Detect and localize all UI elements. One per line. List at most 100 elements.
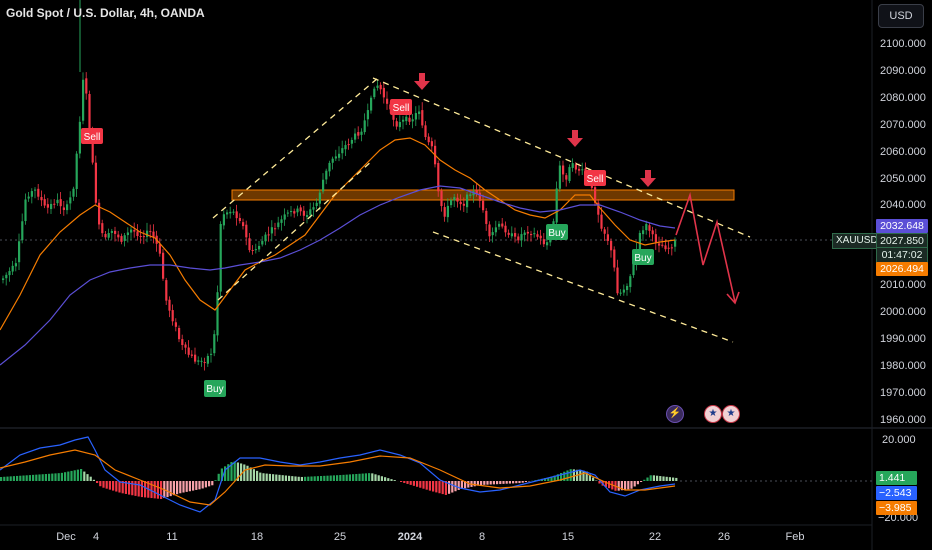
macd-bar [339,475,342,481]
macd-bar [54,473,57,481]
macd-bar [19,475,22,481]
candle-body [334,156,337,159]
price-axis-label: 1960.000 [880,414,926,426]
macd-bar [176,481,179,495]
macd-bar [35,474,38,481]
macd-bar [585,471,588,481]
candle-body [366,110,369,120]
macd-bar [44,474,47,481]
candle-body [88,94,91,131]
us-flag-icon[interactable]: ★ [704,405,722,423]
candle-body [654,234,657,243]
candle-body [56,199,59,204]
candle-body [395,121,398,127]
macd-bar [499,481,502,485]
macd-bar [185,481,188,492]
macd-bar [659,476,662,481]
macd-bar [406,481,409,484]
candle-body [123,235,126,241]
candle-body [338,153,341,158]
candle-body [594,187,597,203]
candle-body [222,214,225,226]
macd-bar [150,481,153,499]
macd-bar [3,476,6,481]
macd-bar [393,480,396,481]
macd-bar [252,469,255,481]
price-axis-label: 2070.000 [880,119,926,131]
macd-bar [563,471,566,481]
candle-body [270,227,273,234]
macd-bar [316,476,319,481]
candle-body [40,197,43,201]
macd-bar [435,481,438,493]
candle-body [450,199,453,206]
candle-body [120,236,123,242]
macd-bar [617,481,620,491]
candle-body [181,339,184,346]
candle-body [565,175,568,180]
candle-body [555,188,558,223]
macd-bar [579,470,582,481]
candle-body [616,267,619,294]
candle-body [46,204,49,208]
candle-body [133,230,136,232]
candle-body [347,144,350,146]
candle-body [8,271,11,276]
candle-body [5,274,8,279]
macd-bar [144,481,147,498]
price-axis-label: 2100.000 [880,38,926,50]
currency-button[interactable]: USD [878,4,924,28]
macd-bar [6,476,9,481]
macd-bar [505,481,508,484]
candle-body [312,207,315,210]
candle-body [581,169,584,171]
candle-body [651,230,654,235]
macd-bar [92,479,95,481]
macd-bar [390,479,393,481]
macd-bar [547,477,550,481]
macd-bar [598,481,601,484]
macd-bar [307,476,310,481]
lightning-icon[interactable]: ⚡ [666,405,684,423]
macd-bar [457,481,460,490]
macd-bar [179,481,182,494]
candle-body [517,236,520,241]
macd-bar [284,475,287,481]
candle-body [408,117,411,122]
macd-bar [668,477,671,481]
candle-body [130,229,133,233]
macd-bar [553,475,556,481]
candle-body [498,223,501,227]
macd-bar [112,481,115,491]
candle-body [402,119,405,122]
macd-bar [265,473,268,481]
macd-bar [249,467,252,481]
candle-body [178,328,181,340]
candle-body [174,322,177,327]
macd-bar [403,481,406,483]
candle-body [149,231,152,233]
candle-body [315,202,318,207]
candle-body [456,197,459,202]
candle-body [165,280,168,301]
candle-body [43,199,46,206]
macd-bar [476,481,479,486]
price-axis-label: 2050.000 [880,173,926,185]
macd-bar [416,481,419,487]
candle-body [104,234,107,238]
macd-bar [256,470,259,481]
time-axis-label: 25 [333,531,347,543]
macd-bar [96,481,99,483]
macd-bar [428,481,431,491]
candle-body [30,191,33,197]
macd-bar [604,481,607,487]
candle-body [542,239,545,245]
candle-body [325,170,328,180]
candle-body [21,221,24,241]
sell-text-1: Sell [84,132,101,143]
us-flag-icon[interactable]: ★ [722,405,740,423]
macd-bar [332,475,335,481]
candle-body [610,240,613,251]
macd-bar [464,481,467,489]
